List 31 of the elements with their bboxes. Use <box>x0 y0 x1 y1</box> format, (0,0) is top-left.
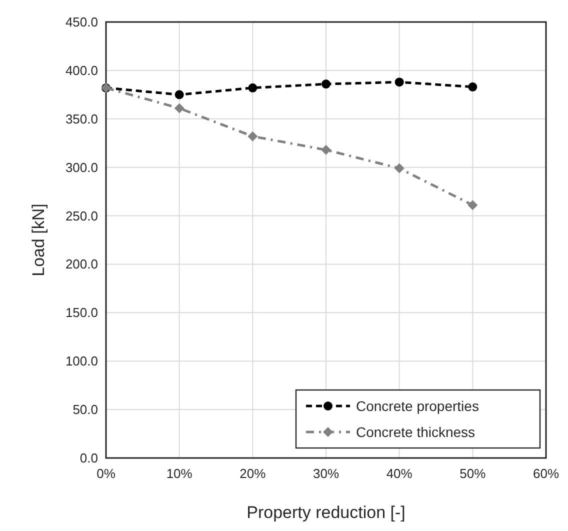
y-tick-label: 400.0 <box>65 62 98 78</box>
point <box>248 131 258 142</box>
point <box>468 200 478 210</box>
y-tick-label: 450.0 <box>65 14 98 30</box>
x-tick-label: 30% <box>312 466 340 481</box>
x-tick-label: 40% <box>386 466 413 481</box>
point <box>248 83 258 92</box>
point <box>468 82 478 92</box>
point <box>321 144 331 155</box>
y-axis-title: Load [kN] <box>29 204 48 276</box>
y-tick-label: 0.0 <box>80 450 98 466</box>
x-axis-title: Property reduction [-] <box>246 503 406 522</box>
point <box>394 163 404 174</box>
x-tick-label: 10% <box>166 466 193 481</box>
point <box>174 90 184 100</box>
x-tick-label: 50% <box>460 466 486 481</box>
x-tick-label: 0% <box>96 466 116 481</box>
legend-label: Concrete properties <box>356 398 479 414</box>
point <box>394 78 404 87</box>
legend-label: Concrete thickness <box>356 424 476 440</box>
y-tick-label: 50.0 <box>72 402 98 418</box>
y-tick-label: 250.0 <box>65 208 98 224</box>
y-tick-label: 100.0 <box>65 354 98 369</box>
y-tick-label: 150.0 <box>65 305 98 320</box>
x-tick-label: 20% <box>240 466 266 481</box>
x-tick-label: 60% <box>532 466 560 481</box>
y-tick-label: 350.0 <box>65 111 98 126</box>
point <box>174 103 184 114</box>
y-tick-label: 200.0 <box>65 256 98 272</box>
point <box>322 80 330 89</box>
y-tick-label: 300.0 <box>65 160 98 175</box>
